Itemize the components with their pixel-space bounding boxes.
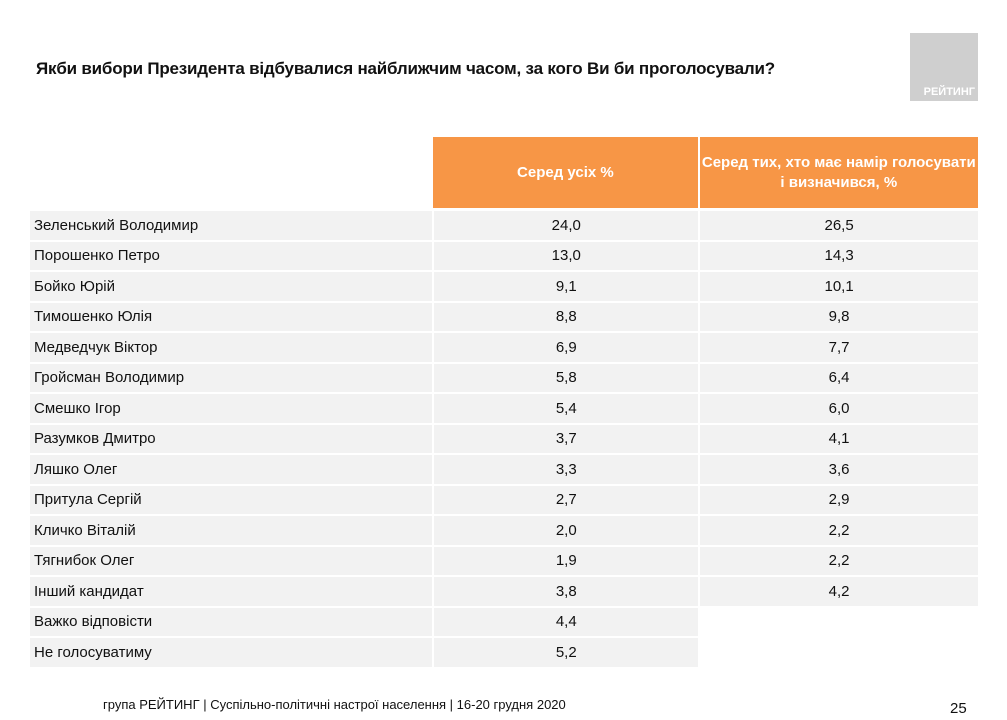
page-number: 25	[950, 700, 967, 717]
candidate-name: Кличко Віталій	[30, 516, 433, 545]
candidate-name: Тимошенко Юлія	[30, 302, 433, 331]
candidate-name: Разумков Дмитро	[30, 424, 433, 453]
table-row: Порошенко Петро 13,0 14,3	[30, 241, 978, 270]
value-all: 3,8	[434, 577, 699, 606]
value-decided: 2,9	[700, 485, 978, 514]
table-row: Не голосуватиму 5,2	[30, 638, 978, 667]
value-all: 6,9	[434, 333, 699, 362]
value-all: 3,7	[434, 424, 699, 453]
table-row: Важко відповісти 4,4	[30, 607, 978, 637]
table-row: Тягнибок Олег 1,9 2,2	[30, 546, 978, 575]
value-decided	[700, 638, 978, 667]
value-all: 13,0	[434, 241, 699, 270]
value-decided	[700, 608, 978, 637]
candidate-name: Інший кандидат	[30, 577, 433, 606]
value-all: 3,3	[434, 455, 699, 484]
value-decided: 7,7	[700, 333, 978, 362]
value-decided: 26,5	[700, 211, 978, 240]
value-decided: 4,1	[700, 424, 978, 453]
candidate-name: Зеленський Володимир	[30, 211, 433, 240]
value-all: 2,0	[434, 516, 699, 545]
table-row: Інший кандидат 3,8 4,2	[30, 577, 978, 606]
table-row: Бойко Юрій 9,1 10,1	[30, 272, 978, 301]
page-title: Якби вибори Президента відбувалися найбл…	[36, 59, 775, 78]
table-row: Кличко Віталій 2,0 2,2	[30, 516, 978, 545]
value-all: 5,2	[434, 638, 699, 667]
value-all: 24,0	[434, 211, 699, 240]
value-decided: 3,6	[700, 455, 978, 484]
candidate-name: Притула Сергій	[30, 485, 433, 514]
table-row: Смешко Ігор 5,4 6,0	[30, 394, 978, 423]
header-all: Серед усіх %	[433, 137, 698, 208]
table-row: Медведчук Віктор 6,9 7,7	[30, 333, 978, 362]
value-all: 9,1	[434, 272, 699, 301]
value-decided: 2,2	[700, 516, 978, 545]
table-row: Притула Сергій 2,7 2,9	[30, 485, 978, 514]
rating-logo: РЕЙТИНГ	[910, 33, 978, 101]
table-header: Серед усіх % Серед тих, хто має намір го…	[30, 137, 978, 208]
candidate-name: Ляшко Олег	[30, 455, 433, 484]
footer-text: група РЕЙТИНГ | Суспільно-політичні наст…	[103, 697, 566, 712]
logo-text: РЕЙТИНГ	[923, 86, 975, 98]
table-row: Гройсман Володимир 5,8 6,4	[30, 363, 978, 392]
value-decided: 10,1	[700, 272, 978, 301]
value-all: 4,4	[434, 607, 699, 636]
value-decided: 14,3	[700, 241, 978, 270]
value-decided: 2,2	[700, 546, 978, 575]
header-blank	[30, 137, 431, 208]
value-decided: 6,4	[700, 363, 978, 392]
value-all: 5,8	[434, 363, 699, 392]
value-all: 8,8	[434, 302, 699, 331]
candidate-name: Порошенко Петро	[30, 241, 433, 270]
value-decided: 9,8	[700, 302, 978, 331]
candidate-name: Тягнибок Олег	[30, 546, 433, 575]
candidate-name: Важко відповісти	[30, 607, 433, 636]
value-decided: 6,0	[700, 394, 978, 423]
results-table: Серед усіх % Серед тих, хто має намір го…	[30, 137, 978, 669]
value-decided: 4,2	[700, 577, 978, 606]
candidate-name: Не голосуватиму	[30, 638, 433, 667]
table-row: Тимошенко Юлія 8,8 9,8	[30, 302, 978, 331]
candidate-name: Бойко Юрій	[30, 272, 433, 301]
candidate-name: Смешко Ігор	[30, 394, 433, 423]
value-all: 5,4	[434, 394, 699, 423]
candidate-name: Гройсман Володимир	[30, 363, 433, 392]
value-all: 1,9	[434, 546, 699, 575]
table-row: Ляшко Олег 3,3 3,6	[30, 455, 978, 484]
candidate-name: Медведчук Віктор	[30, 333, 433, 362]
header-decided: Серед тих, хто має намір голосувати і ви…	[699, 137, 978, 208]
table-row: Зеленський Володимир 24,0 26,5	[30, 211, 978, 240]
value-all: 2,7	[434, 485, 699, 514]
table-row: Разумков Дмитро 3,7 4,1	[30, 424, 978, 453]
